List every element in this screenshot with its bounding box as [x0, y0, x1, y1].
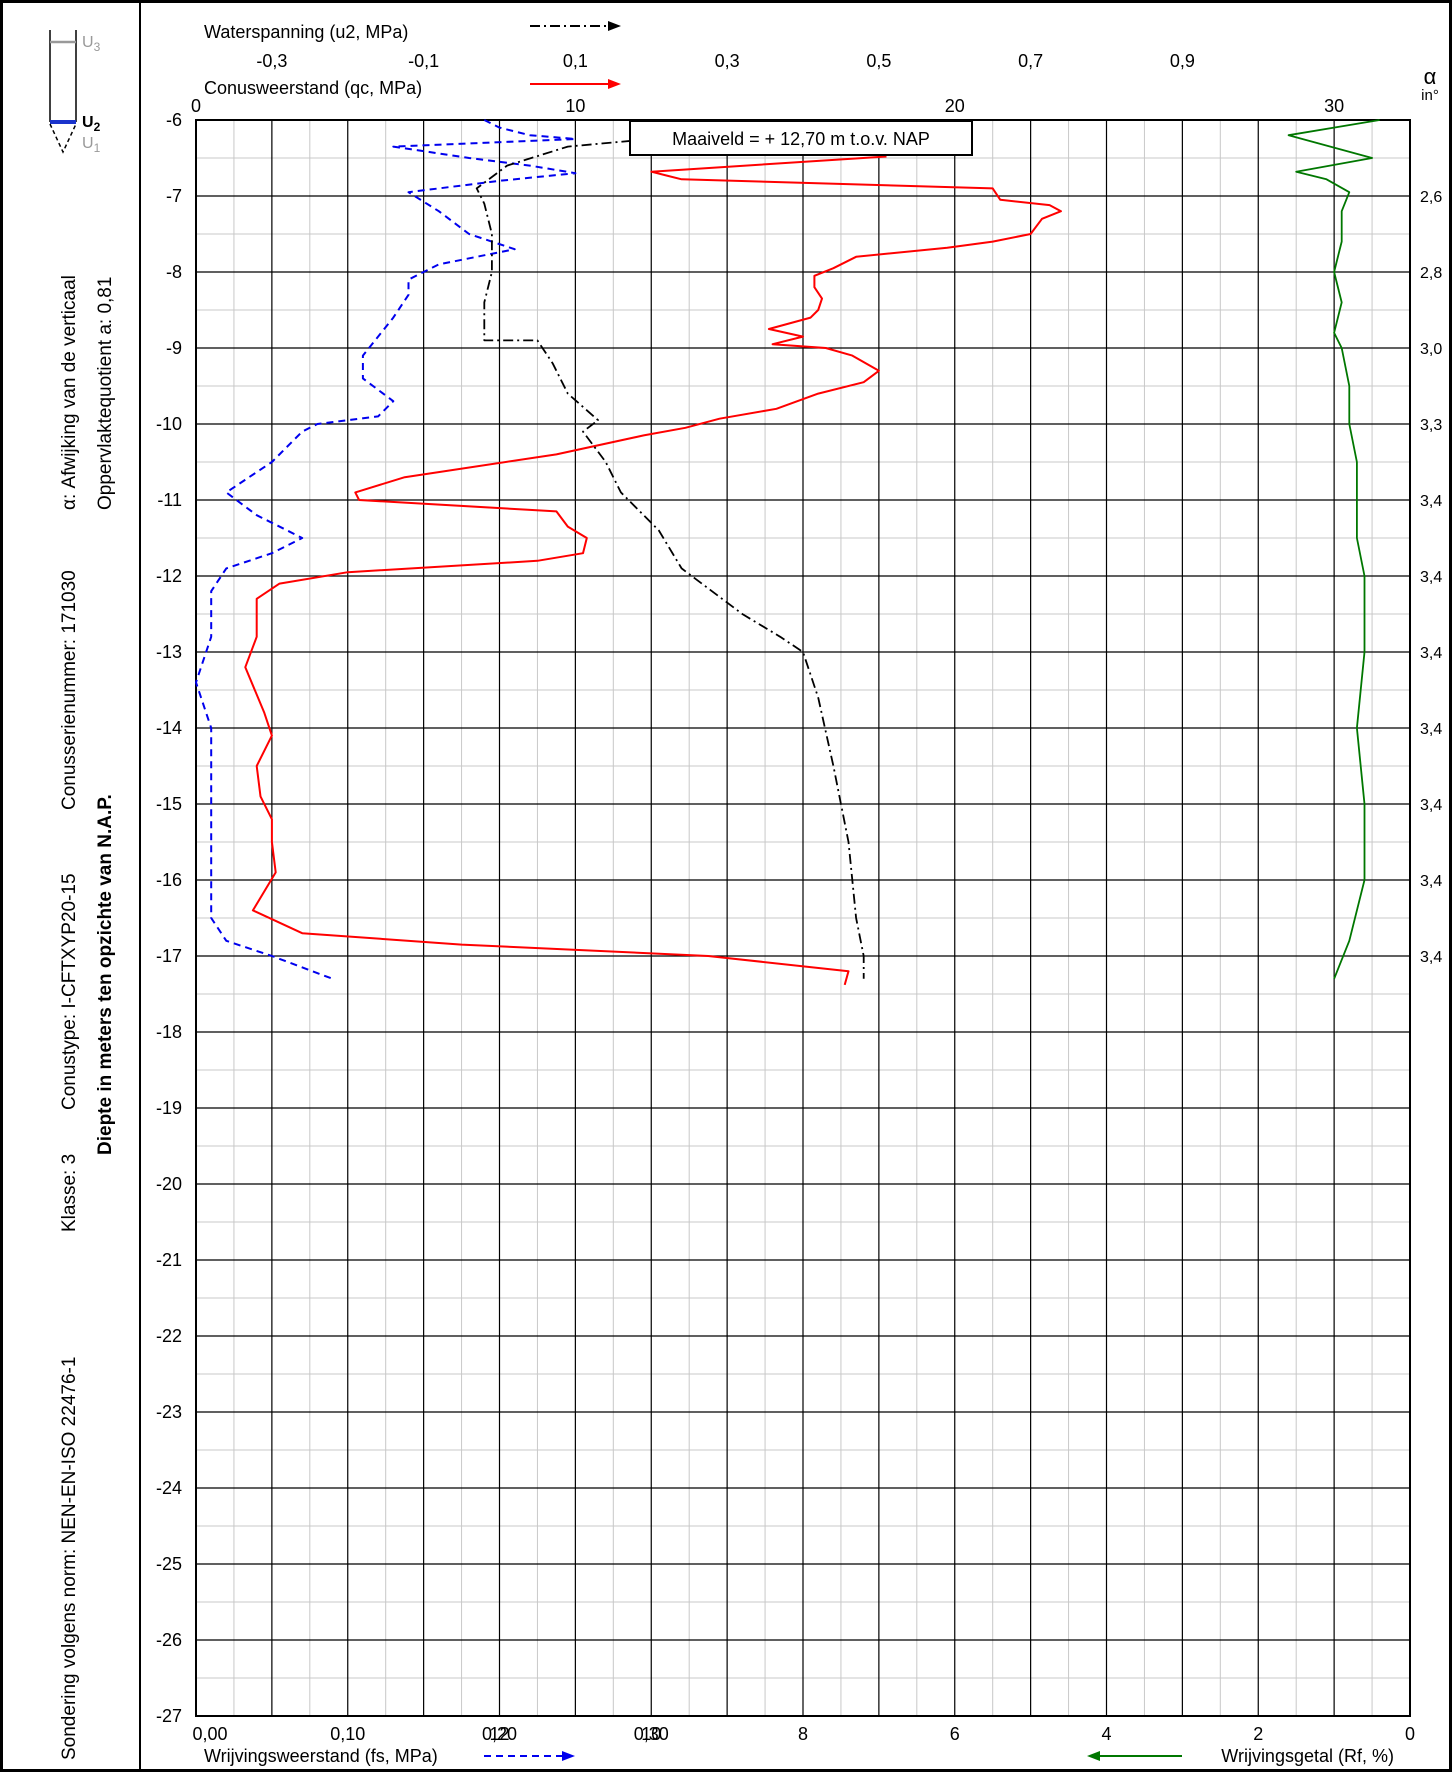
- alpha-tick-label: 3,0: [1420, 341, 1442, 358]
- alpha-tick-label: 3,4: [1420, 721, 1442, 738]
- qc-series-line: [244, 155, 1062, 986]
- depth-tick-label: -15: [156, 794, 182, 814]
- alpha-tick-label: 3,4: [1420, 797, 1442, 814]
- probe-u3-label: U3: [82, 34, 101, 54]
- maaiveld-annotation: Maaiveld = + 12,70 m t.o.v. NAP: [629, 120, 973, 156]
- fs-tick-label: 0,30: [634, 1724, 669, 1744]
- side-label-diepte: Diepte in meters ten opzichte van N.A.P.: [95, 794, 116, 1155]
- depth-tick-label: -18: [156, 1022, 182, 1042]
- alpha-tick-label: 3,4: [1420, 493, 1442, 510]
- depth-tick-label: -25: [156, 1554, 182, 1574]
- side-label-klasse: Klasse: 3: [59, 1154, 80, 1232]
- qc-tick-labels: 0 10 20 30: [191, 96, 1344, 116]
- u2-tick-label: 0,7: [1018, 51, 1043, 71]
- u2-tick-label: 0,1: [563, 51, 588, 71]
- fs-tick-label: 0,00: [192, 1724, 227, 1744]
- rf-tick-label: 6: [950, 1724, 960, 1744]
- u2-tick-label: 0,5: [866, 51, 891, 71]
- rf-series-line: [1287, 119, 1380, 980]
- alpha-tick-labels: 2,6 2,8 3,0 3,3 3,4 3,4 3,4 3,4 3,4 3,4 3,4: [1420, 189, 1442, 966]
- u2-series-line: [475, 138, 865, 979]
- depth-tick-label: -13: [156, 642, 182, 662]
- qc-tick-label: 20: [945, 96, 965, 116]
- rf-tick-label: 12: [489, 1724, 509, 1744]
- alpha-tick-label: 2,6: [1420, 189, 1442, 206]
- rf-tick-label: 4: [1101, 1724, 1111, 1744]
- probe-u2-label: U2: [82, 114, 101, 134]
- rf-legend-line: [1087, 1751, 1182, 1761]
- u2-tick-label: -0,1: [408, 51, 439, 71]
- fs-series-line: [195, 119, 577, 980]
- series-layer: [195, 119, 1380, 986]
- fs-tick-labels: 0,00 0,10 0,20 0,30: [192, 1724, 668, 1744]
- probe-legend: U3 U2 U1: [49, 30, 101, 155]
- depth-tick-labels: -6 -7 -8 -9 -10 -11 -12 -13 -14 -15 -16 -17 -18 -19 -2…: [156, 110, 182, 1726]
- alpha-tick-label: 3,4: [1420, 645, 1442, 662]
- depth-tick-label: -24: [156, 1478, 182, 1498]
- u2-axis-title: Waterspanning (u2, MPa): [204, 22, 408, 42]
- rf-tick-label: 10: [641, 1724, 661, 1744]
- alpha-tick-label: 2,8: [1420, 265, 1442, 282]
- depth-tick-label: -26: [156, 1630, 182, 1650]
- rf-tick-label: 8: [798, 1724, 808, 1744]
- probe-u1-label: U1: [82, 135, 101, 155]
- u2-tick-label: 0,9: [1170, 51, 1195, 71]
- fs-tick-label: 0,20: [482, 1724, 517, 1744]
- depth-tick-label: -16: [156, 870, 182, 890]
- rf-tick-label: 2: [1253, 1724, 1263, 1744]
- side-label-conustype: Conustype: I-CFTXYP20-15: [59, 873, 80, 1110]
- depth-tick-label: -8: [166, 262, 182, 282]
- depth-tick-label: -12: [156, 566, 182, 586]
- u2-tick-label: 0,3: [715, 51, 740, 71]
- alpha-tick-label: 3,4: [1420, 949, 1442, 966]
- depth-tick-label: -27: [156, 1706, 182, 1726]
- depth-tick-label: -11: [157, 490, 182, 510]
- fs-axis-title: Wrijvingsweerstand (fs, MPa): [204, 1746, 438, 1766]
- alpha-symbol: α: [1424, 64, 1437, 89]
- alpha-unit: in°: [1421, 87, 1439, 104]
- qc-legend-line: [530, 79, 621, 89]
- depth-tick-label: -9: [166, 338, 182, 358]
- u2-legend-line: [530, 21, 621, 31]
- u2-tick-label: -0,3: [256, 51, 287, 71]
- depth-tick-label: -10: [156, 414, 182, 434]
- side-label-afwijking: α: Afwijking van de verticaal: [59, 275, 80, 510]
- depth-tick-label: -21: [156, 1250, 182, 1270]
- fs-legend-line: [484, 1751, 575, 1761]
- side-label-norm: Sondering volgens norm: NEN-EN-ISO 22476…: [59, 1357, 80, 1760]
- side-label-oppervlakte: Oppervlaktequotient a: 0,81: [95, 277, 116, 510]
- qc-tick-label: 0: [191, 96, 201, 116]
- depth-tick-label: -6: [166, 110, 182, 130]
- alpha-tick-label: 3,4: [1420, 873, 1442, 890]
- maaiveld-label: Maaiveld = + 12,70 m t.o.v. NAP: [672, 129, 930, 149]
- depth-tick-label: -14: [156, 718, 182, 738]
- side-label-conusserienummer: Conusserienummer: 171030: [59, 570, 80, 810]
- rf-tick-label: 0: [1405, 1724, 1415, 1744]
- depth-tick-label: -23: [156, 1402, 182, 1422]
- qc-tick-label: 10: [565, 96, 585, 116]
- fs-tick-label: 0,10: [330, 1724, 365, 1744]
- alpha-tick-label: 3,3: [1420, 417, 1442, 434]
- u2-tick-labels: -0,3 -0,1 0,1 0,3 0,5 0,7 0,9: [256, 51, 1195, 71]
- qc-tick-label: 30: [1324, 96, 1344, 116]
- qc-axis-title: Conusweerstand (qc, MPa): [204, 78, 422, 98]
- depth-tick-label: -7: [166, 186, 182, 206]
- depth-tick-label: -22: [156, 1326, 182, 1346]
- depth-tick-label: -20: [156, 1174, 182, 1194]
- rf-axis-title: Wrijvingsgetal (Rf, %): [1221, 1746, 1394, 1766]
- rf-tick-labels: 12 10 8 6 4 2 0: [489, 1724, 1415, 1744]
- alpha-tick-label: 3,4: [1420, 569, 1442, 586]
- depth-tick-label: -17: [156, 946, 182, 966]
- depth-tick-label: -19: [156, 1098, 182, 1118]
